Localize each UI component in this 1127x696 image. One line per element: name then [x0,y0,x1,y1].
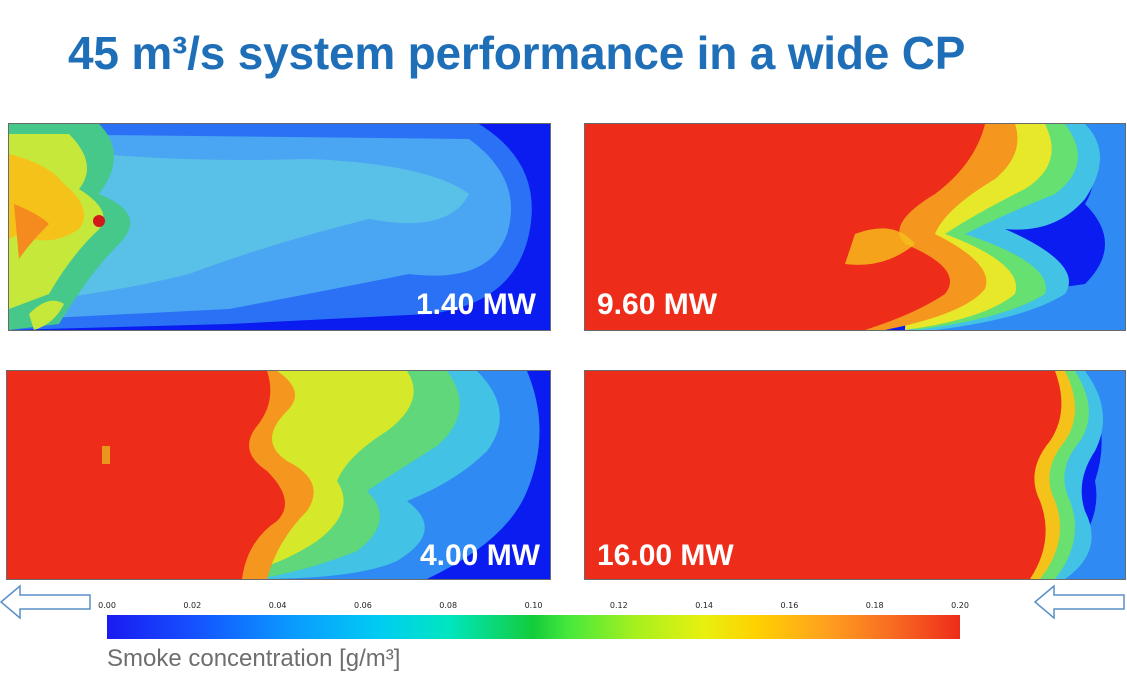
colorbar-tick: 0.16 [780,601,799,610]
colorbar-label: Smoke concentration [g/m³] [107,645,401,672]
smoke-contour-1 [9,124,550,330]
smoke-panel-3: 4.00 MW [6,370,551,580]
colorbar-tick: 0.12 [609,601,628,610]
smoke-contour-2 [585,124,1125,330]
smoke-panel-4: 16.00 MW [584,370,1126,580]
panel-label: 1.40 MW [415,288,536,321]
colorbar-tick: 0.06 [353,601,372,610]
colorbar-tick: 0.02 [183,601,202,610]
colorbar-tick: 0.14 [695,601,713,610]
colorbar-tick: 0.04 [268,601,287,610]
colorbar-tick: 0.10 [524,601,543,610]
colorbar-tick: 0.08 [439,601,458,610]
panel-label: 9.60 MW [597,288,718,321]
panel-label: 4.00 MW [419,539,540,572]
smoke-panel-1: 1.40 MW [8,123,551,331]
panel-label: 16.00 MW [597,539,734,572]
slide-title: 45 m³/s system performance in a wide CP [68,27,966,79]
colorbar [107,615,960,639]
arrow-left-icon [1034,584,1125,620]
arrow-left-icon [0,584,91,620]
colorbar-ticks: 0.00 0.02 0.04 0.06 0.08 0.10 0.12 0.14 0.16 0.18… [98,601,969,613]
colorbar-tick: 0.18 [865,601,884,610]
colorbar-tick: 0.00 [98,601,116,610]
colorbar-tick: 0.20 [951,601,969,610]
smoke-contour-3 [7,371,550,579]
smoke-contour-4 [585,371,1125,579]
smoke-panel-2: 9.60 MW [584,123,1126,331]
